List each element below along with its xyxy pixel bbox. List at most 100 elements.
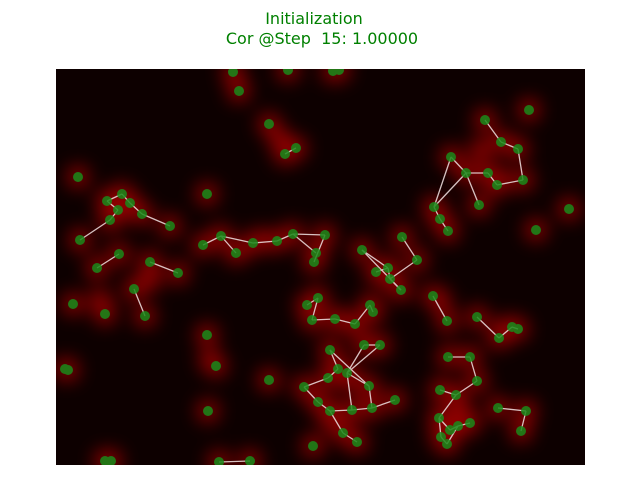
node: [492, 180, 502, 190]
glow: [449, 399, 471, 421]
node: [73, 172, 83, 182]
node: [203, 406, 213, 416]
node: [368, 307, 378, 317]
node: [524, 105, 534, 115]
node: [435, 214, 445, 224]
glow: [319, 409, 341, 431]
node: [474, 200, 484, 210]
node: [114, 249, 124, 259]
edge: [346, 344, 381, 374]
glow: [89, 289, 111, 311]
node: [429, 202, 439, 212]
node: [137, 209, 147, 219]
glow: [269, 129, 291, 151]
edge: [476, 316, 500, 339]
node: [518, 175, 528, 185]
node: [435, 385, 445, 395]
node: [428, 291, 438, 301]
node: [352, 437, 362, 447]
node: [313, 293, 323, 303]
node: [494, 333, 504, 343]
node: [320, 230, 330, 240]
node: [516, 426, 526, 436]
node: [443, 226, 453, 236]
node: [100, 309, 110, 319]
node: [325, 406, 335, 416]
node: [211, 361, 221, 371]
node: [412, 255, 422, 265]
node: [480, 115, 490, 125]
node: [145, 257, 155, 267]
edge: [346, 372, 353, 411]
node: [436, 432, 446, 442]
node: [334, 69, 344, 75]
heatmap: [56, 69, 580, 465]
node: [125, 198, 135, 208]
node: [443, 352, 453, 362]
node: [442, 316, 452, 326]
edge: [292, 233, 326, 236]
node: [140, 311, 150, 321]
node: [383, 263, 393, 273]
node: [311, 248, 321, 258]
node: [442, 439, 452, 449]
node: [364, 381, 374, 391]
node: [202, 189, 212, 199]
node: [228, 69, 238, 77]
node: [105, 215, 115, 225]
node: [75, 235, 85, 245]
node: [102, 196, 112, 206]
node: [68, 299, 78, 309]
edge: [361, 249, 389, 269]
edge: [329, 349, 370, 387]
edge: [517, 148, 524, 181]
glow: [469, 139, 491, 161]
node: [359, 340, 369, 350]
edge: [149, 261, 179, 274]
node: [234, 86, 244, 96]
node: [385, 274, 395, 284]
node: [299, 382, 309, 392]
node: [342, 368, 352, 378]
edge: [389, 259, 418, 280]
node: [445, 425, 455, 435]
node: [173, 268, 183, 278]
node: [283, 69, 293, 75]
node: [371, 267, 381, 277]
node: [113, 205, 123, 215]
glow: [139, 269, 161, 291]
node: [117, 189, 127, 199]
node: [446, 152, 456, 162]
node: [347, 405, 357, 415]
edge: [79, 219, 111, 241]
node: [231, 248, 241, 258]
node: [291, 143, 301, 153]
node: [513, 144, 523, 154]
node: [248, 238, 258, 248]
node: [396, 285, 406, 295]
node: [483, 168, 493, 178]
edge: [220, 235, 254, 244]
node: [496, 137, 506, 147]
node: [453, 421, 463, 431]
node: [350, 319, 360, 329]
node: [564, 204, 574, 214]
node: [367, 403, 377, 413]
node: [264, 119, 274, 129]
edge: [433, 172, 467, 208]
node: [63, 365, 73, 375]
node: [531, 225, 541, 235]
node: [309, 257, 319, 267]
node: [465, 418, 475, 428]
node: [165, 221, 175, 231]
edge: [465, 172, 480, 206]
node: [451, 390, 461, 400]
node: [397, 232, 407, 242]
node: [330, 314, 340, 324]
node: [313, 397, 323, 407]
edge: [361, 249, 402, 291]
node: [129, 284, 139, 294]
node: [472, 312, 482, 322]
